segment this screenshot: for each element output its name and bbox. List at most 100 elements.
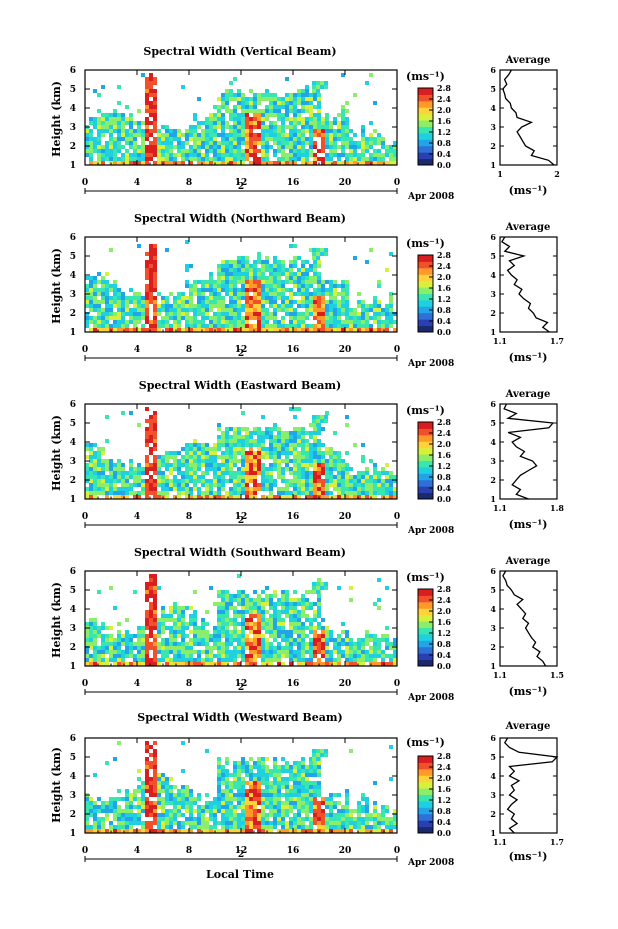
heatmap-cell bbox=[181, 606, 185, 610]
heatmap-cell bbox=[177, 133, 181, 137]
heatmap-cell bbox=[177, 626, 181, 630]
heatmap-cell bbox=[133, 324, 137, 328]
heatmap-cell bbox=[169, 304, 173, 308]
heatmap-cell bbox=[241, 610, 245, 614]
panel-title: Spectral Width (Eastward Beam) bbox=[139, 379, 341, 392]
heatmap-cell bbox=[389, 304, 393, 308]
heatmap-cell bbox=[281, 479, 285, 483]
heatmap-cell bbox=[125, 129, 129, 133]
heatmap-cell bbox=[281, 439, 285, 443]
heatmap-cell bbox=[173, 495, 177, 499]
heatmap-cell bbox=[249, 495, 253, 499]
heatmap-cell bbox=[313, 93, 317, 97]
heatmap-cell bbox=[177, 328, 181, 332]
heatmap-cell bbox=[113, 117, 117, 121]
heatmap-cell bbox=[137, 475, 141, 479]
heatmap-cell bbox=[205, 149, 209, 153]
heatmap-cell bbox=[309, 471, 313, 475]
heatmap-cell bbox=[129, 137, 133, 141]
heatmap-cell bbox=[369, 483, 373, 487]
heatmap-cell bbox=[145, 483, 149, 487]
heatmap-cell bbox=[193, 610, 197, 614]
heatmap-cell bbox=[337, 646, 341, 650]
heatmap-cell bbox=[241, 614, 245, 618]
heatmap-cell bbox=[321, 654, 325, 658]
heatmap-cell bbox=[329, 125, 333, 129]
heatmap-cell bbox=[133, 821, 137, 825]
heatmap-cell bbox=[97, 272, 101, 276]
heatmap-cell bbox=[349, 157, 353, 161]
heatmap-cell bbox=[177, 145, 181, 149]
heatmap-cell bbox=[237, 300, 241, 304]
heatmap-cell bbox=[333, 129, 337, 133]
heatmap-cell bbox=[313, 618, 317, 622]
heatmap-cell bbox=[229, 654, 233, 658]
heatmap-cell bbox=[229, 316, 233, 320]
heatmap-cell bbox=[233, 77, 237, 81]
heatmap-cell bbox=[305, 296, 309, 300]
heatmap-cell bbox=[309, 145, 313, 149]
heatmap-cell bbox=[257, 252, 261, 256]
heatmap-cell bbox=[269, 133, 273, 137]
heatmap-cell bbox=[273, 264, 277, 268]
heatmap-cell bbox=[325, 324, 329, 328]
heatmap-cell bbox=[165, 459, 169, 463]
heatmap-cell bbox=[181, 813, 185, 817]
heatmap-cell bbox=[185, 304, 189, 308]
heatmap-cell bbox=[189, 487, 193, 491]
heatmap-cell bbox=[221, 296, 225, 300]
heatmap-cell bbox=[325, 117, 329, 121]
heatmap-cell bbox=[233, 153, 237, 157]
heatmap-cell bbox=[273, 300, 277, 304]
heatmap-cell bbox=[185, 443, 189, 447]
heatmap-cell bbox=[265, 125, 269, 129]
heatmap-cell bbox=[317, 292, 321, 296]
heatmap-cell bbox=[293, 284, 297, 288]
colorbar-tick-label: 0.4 bbox=[437, 316, 451, 326]
heatmap-cell bbox=[273, 280, 277, 284]
heatmap-cell bbox=[217, 292, 221, 296]
heatmap-cell bbox=[133, 145, 137, 149]
heatmap-cell bbox=[101, 809, 105, 813]
heatmap-cell bbox=[297, 117, 301, 121]
heatmap-cell bbox=[193, 145, 197, 149]
heatmap-cell bbox=[205, 630, 209, 634]
heatmap-cell bbox=[85, 467, 89, 471]
y-tick-label: 3 bbox=[70, 290, 76, 300]
heatmap-cell bbox=[281, 296, 285, 300]
heatmap-cell bbox=[245, 312, 249, 316]
heatmap-cell bbox=[93, 141, 97, 145]
heatmap-cell bbox=[221, 495, 225, 499]
heatmap-cell bbox=[133, 296, 137, 300]
heatmap-cell bbox=[281, 602, 285, 606]
heatmap-cell bbox=[217, 622, 221, 626]
heatmap-cell bbox=[225, 439, 229, 443]
heatmap-cell bbox=[285, 459, 289, 463]
heatmap-cell bbox=[125, 813, 129, 817]
heatmap-cell bbox=[285, 654, 289, 658]
heatmap-cell bbox=[297, 137, 301, 141]
heatmap-cell bbox=[109, 141, 113, 145]
heatmap-cell bbox=[261, 153, 265, 157]
heatmap-cell bbox=[137, 153, 141, 157]
heatmap-cell bbox=[217, 320, 221, 324]
heatmap-cell bbox=[313, 483, 317, 487]
heatmap-cell bbox=[273, 781, 277, 785]
heatmap-cells bbox=[85, 73, 397, 165]
heatmap-cell bbox=[97, 157, 101, 161]
heatmap-cell bbox=[333, 308, 337, 312]
heatmap-cell bbox=[321, 463, 325, 467]
heatmap-cell bbox=[337, 658, 341, 662]
heatmap-cell bbox=[385, 161, 389, 165]
heatmap-cell bbox=[241, 825, 245, 829]
heatmap-cell bbox=[349, 145, 353, 149]
heatmap-cell bbox=[261, 467, 265, 471]
heatmap-cell bbox=[389, 157, 393, 161]
heatmap-cell bbox=[225, 455, 229, 459]
heatmap-cell bbox=[225, 614, 229, 618]
heatmap-cell bbox=[349, 638, 353, 642]
heatmap-cell bbox=[261, 161, 265, 165]
heatmap-cell bbox=[324, 586, 328, 590]
day-label: 2 bbox=[238, 349, 244, 359]
heatmap-cell bbox=[221, 268, 225, 272]
